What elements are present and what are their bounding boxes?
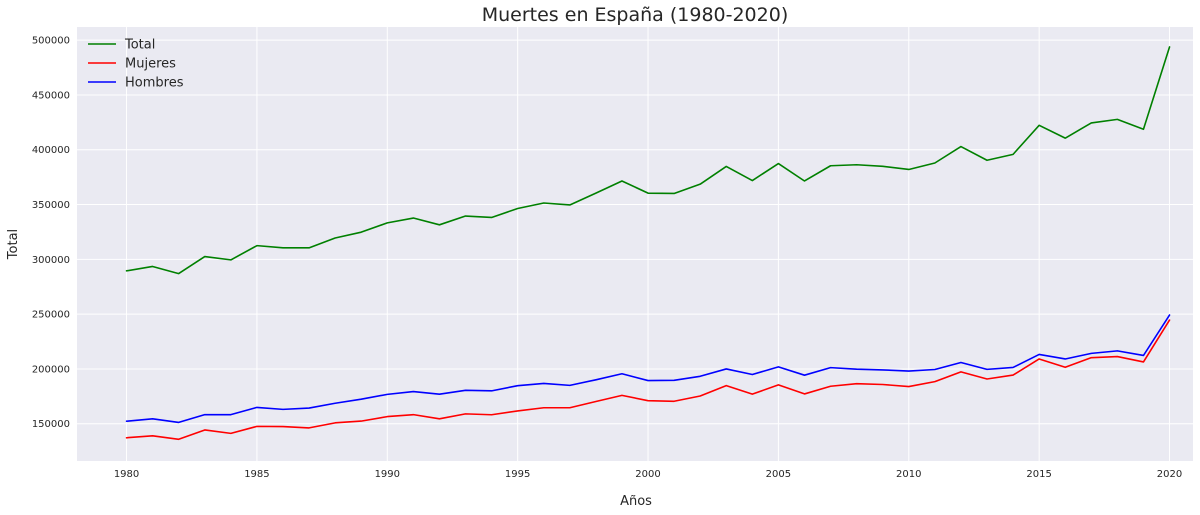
y-tick-label: 400000 — [32, 145, 70, 156]
y-tick-label: 500000 — [32, 36, 70, 47]
x-tick-label: 2005 — [766, 469, 791, 480]
y-tick-labels: 150000 200000 250000 300000 350000 400000 4500… — [32, 36, 70, 431]
x-tick-label: 2000 — [635, 469, 660, 480]
legend-label-total: Total — [124, 38, 155, 53]
y-tick-label: 200000 — [32, 364, 70, 375]
plot-background — [77, 27, 1193, 461]
y-axis-label: Total — [6, 229, 21, 260]
series-line-total — [125, 46, 1171, 275]
y-tick-label: 350000 — [32, 200, 70, 211]
x-tick-label: 1980 — [114, 469, 139, 480]
legend: Total Mujeres Hombres — [88, 38, 184, 91]
y-tick-label: 450000 — [32, 90, 70, 101]
x-tick-labels: 1980 1985 1990 1995 2000 2005 2010 2015 2020 — [114, 469, 1182, 480]
x-tick-label: 2020 — [1157, 469, 1182, 480]
chart-title: Muertes en España (1980-2020) — [482, 4, 789, 26]
legend-label-mujeres: Mujeres — [125, 57, 176, 72]
series-lines — [125, 46, 1171, 441]
x-axis-label: Años — [620, 494, 652, 509]
x-tick-label: 1995 — [505, 469, 530, 480]
x-tick-label: 1985 — [244, 469, 269, 480]
x-tick-label: 2015 — [1026, 469, 1051, 480]
grid-lines — [77, 27, 1193, 461]
legend-label-hombres: Hombres — [125, 76, 184, 91]
y-tick-label: 150000 — [32, 419, 70, 430]
y-tick-label: 300000 — [32, 255, 70, 266]
series-line-mujeres — [125, 319, 1171, 441]
x-tick-label: 1990 — [375, 469, 400, 480]
series-line-hombres — [125, 314, 1171, 424]
x-tick-label: 2010 — [896, 469, 921, 480]
y-tick-label: 250000 — [32, 310, 70, 321]
